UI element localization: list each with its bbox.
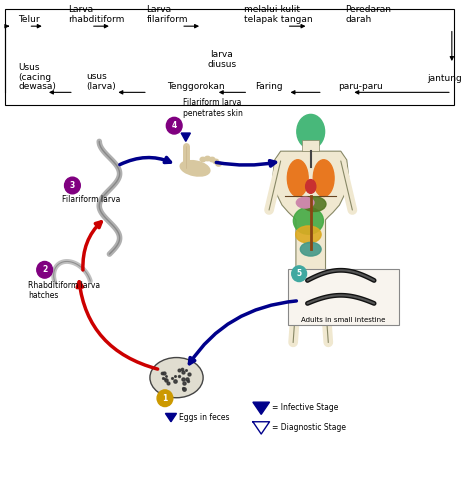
- Bar: [288, 269, 399, 325]
- Ellipse shape: [216, 162, 221, 166]
- Ellipse shape: [180, 160, 210, 176]
- FancyBboxPatch shape: [303, 141, 319, 151]
- Circle shape: [292, 266, 306, 282]
- Ellipse shape: [213, 159, 219, 164]
- Text: 4: 4: [171, 121, 177, 130]
- Text: Usus
(cacing
dewasa): Usus (cacing dewasa): [18, 63, 56, 92]
- Text: Larva
filariform: Larva filariform: [147, 5, 188, 24]
- Ellipse shape: [297, 114, 325, 148]
- Text: larva
diusus: larva diusus: [207, 50, 236, 69]
- Text: jantung: jantung: [427, 74, 462, 83]
- Circle shape: [64, 177, 80, 194]
- Text: = Infective Stage: = Infective Stage: [272, 403, 339, 412]
- Text: 2: 2: [42, 265, 47, 274]
- Text: melalui kulit
telapak tangan: melalui kulit telapak tangan: [244, 5, 312, 24]
- Polygon shape: [253, 402, 269, 414]
- Ellipse shape: [209, 157, 215, 162]
- Ellipse shape: [205, 156, 210, 161]
- Text: 1: 1: [163, 394, 168, 403]
- Text: Larva
rhabditiform: Larva rhabditiform: [68, 5, 124, 24]
- Ellipse shape: [287, 160, 308, 197]
- Polygon shape: [273, 151, 349, 300]
- Polygon shape: [165, 413, 177, 422]
- Polygon shape: [181, 133, 191, 142]
- Ellipse shape: [297, 197, 314, 208]
- Text: Tenggorokan: Tenggorokan: [167, 82, 225, 92]
- Ellipse shape: [296, 226, 321, 243]
- Ellipse shape: [200, 157, 205, 162]
- Ellipse shape: [293, 207, 324, 234]
- Text: Adults in small intestine: Adults in small intestine: [301, 317, 385, 323]
- Bar: [5, 9, 454, 104]
- Ellipse shape: [313, 160, 334, 197]
- Text: Rhabditiform larva
hatches: Rhabditiform larva hatches: [28, 281, 100, 300]
- Text: usus
(larva): usus (larva): [86, 72, 116, 92]
- Text: Eggs in feces: Eggs in feces: [179, 413, 229, 422]
- Text: 5: 5: [297, 269, 302, 278]
- Circle shape: [166, 117, 182, 134]
- Ellipse shape: [305, 180, 316, 194]
- Text: Filariform larva: Filariform larva: [62, 196, 120, 204]
- Text: Filariform larva
penetrates skin: Filariform larva penetrates skin: [184, 99, 243, 118]
- Ellipse shape: [300, 243, 321, 256]
- Text: 3: 3: [70, 181, 75, 190]
- Circle shape: [37, 261, 52, 278]
- Text: Peredaran
darah: Peredaran darah: [346, 5, 391, 24]
- Text: Telur: Telur: [18, 15, 40, 24]
- Ellipse shape: [303, 197, 326, 211]
- Text: = Diagnostic Stage: = Diagnostic Stage: [272, 423, 347, 432]
- Text: paru-paru: paru-paru: [339, 82, 383, 92]
- Ellipse shape: [150, 357, 203, 398]
- Circle shape: [157, 390, 173, 406]
- Text: Faring: Faring: [255, 82, 283, 92]
